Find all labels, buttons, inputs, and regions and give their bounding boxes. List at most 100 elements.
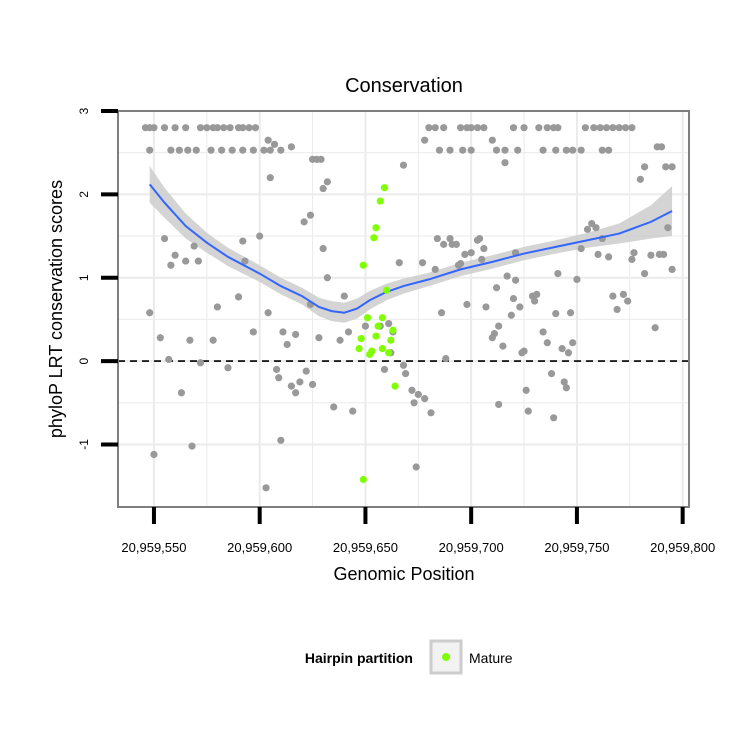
other-point	[302, 367, 310, 375]
other-point	[509, 124, 518, 132]
other-point	[319, 184, 327, 193]
other-point	[182, 257, 190, 265]
other-point	[457, 259, 465, 268]
y-axis-label: phyloP LRT conservation scores	[46, 180, 66, 438]
other-point	[463, 300, 471, 309]
other-point	[495, 322, 503, 330]
other-point	[435, 146, 444, 154]
other-point	[425, 124, 433, 132]
other-point	[507, 311, 515, 319]
other-point	[664, 224, 672, 232]
other-point	[150, 124, 158, 132]
mature-point	[376, 197, 384, 205]
other-point	[239, 237, 247, 245]
other-point	[336, 336, 344, 344]
x-tick-label: 20,959,600	[227, 540, 292, 555]
other-point	[628, 124, 636, 132]
other-point	[218, 146, 226, 154]
other-point	[619, 290, 628, 299]
other-point	[146, 146, 154, 154]
other-point	[194, 257, 202, 265]
legend-title: Hairpin partition	[305, 650, 413, 666]
other-point	[330, 403, 338, 411]
other-point	[184, 146, 192, 154]
other-point	[361, 322, 370, 330]
confidence-band	[149, 166, 673, 323]
other-point	[550, 414, 558, 422]
other-point	[251, 124, 260, 132]
legend: Hairpin partition Mature	[305, 639, 513, 675]
other-point	[480, 244, 488, 253]
other-point	[547, 370, 556, 378]
x-axis-label: Genomic Position	[333, 564, 474, 584]
other-point	[605, 146, 613, 154]
other-point	[594, 250, 602, 258]
mature-point	[372, 224, 380, 232]
mature-point	[368, 347, 376, 355]
other-point	[287, 382, 296, 390]
other-point	[241, 257, 249, 265]
other-point	[245, 124, 253, 132]
other-point	[613, 305, 621, 314]
other-point	[270, 140, 279, 148]
other-point	[279, 328, 287, 336]
other-point	[482, 303, 490, 311]
other-point	[442, 355, 450, 363]
other-point	[577, 146, 585, 154]
other-point	[317, 155, 325, 163]
other-point	[146, 309, 154, 317]
other-point	[535, 124, 543, 132]
y-tick-label: 1	[77, 274, 91, 281]
other-point	[562, 146, 570, 154]
other-point	[621, 124, 630, 132]
other-point	[660, 250, 668, 258]
loess-smooth-line	[148, 183, 673, 314]
other-point	[583, 225, 592, 233]
other-point	[668, 265, 676, 273]
other-point	[203, 124, 211, 132]
other-point	[427, 409, 435, 417]
other-point	[171, 251, 179, 259]
other-point	[615, 124, 623, 132]
other-point	[509, 294, 518, 303]
other-point	[492, 284, 501, 292]
y-tick-label: -1	[77, 439, 91, 450]
other-point	[192, 146, 200, 154]
other-point	[410, 399, 418, 407]
other-point	[609, 292, 617, 300]
other-point	[543, 124, 551, 132]
other-point	[266, 174, 274, 182]
other-point	[277, 146, 285, 154]
other-point	[467, 146, 475, 154]
other-point	[495, 400, 503, 409]
other-point	[160, 234, 169, 243]
other-point	[522, 386, 530, 394]
other-point	[262, 484, 270, 492]
other-point	[277, 436, 285, 444]
other-point	[421, 136, 429, 144]
other-point	[266, 146, 274, 154]
other-point	[196, 124, 205, 132]
other-point	[554, 269, 562, 278]
other-point	[239, 124, 247, 132]
other-point	[249, 328, 257, 336]
other-point	[596, 124, 604, 132]
other-point	[446, 146, 454, 154]
mature-point	[380, 184, 389, 192]
other-points-layer	[141, 124, 676, 492]
other-point	[228, 146, 236, 154]
other-point	[323, 274, 331, 282]
other-point	[160, 124, 169, 132]
mature-point	[385, 349, 393, 357]
other-point	[630, 249, 638, 257]
other-point	[647, 251, 655, 259]
other-point	[524, 407, 532, 415]
other-point	[171, 124, 179, 132]
other-point	[592, 224, 600, 232]
y-tick-label: 3	[77, 107, 91, 114]
other-point	[234, 293, 243, 301]
other-point	[264, 309, 272, 317]
mature-point	[359, 261, 367, 269]
other-point	[177, 389, 186, 397]
other-point	[569, 339, 577, 347]
